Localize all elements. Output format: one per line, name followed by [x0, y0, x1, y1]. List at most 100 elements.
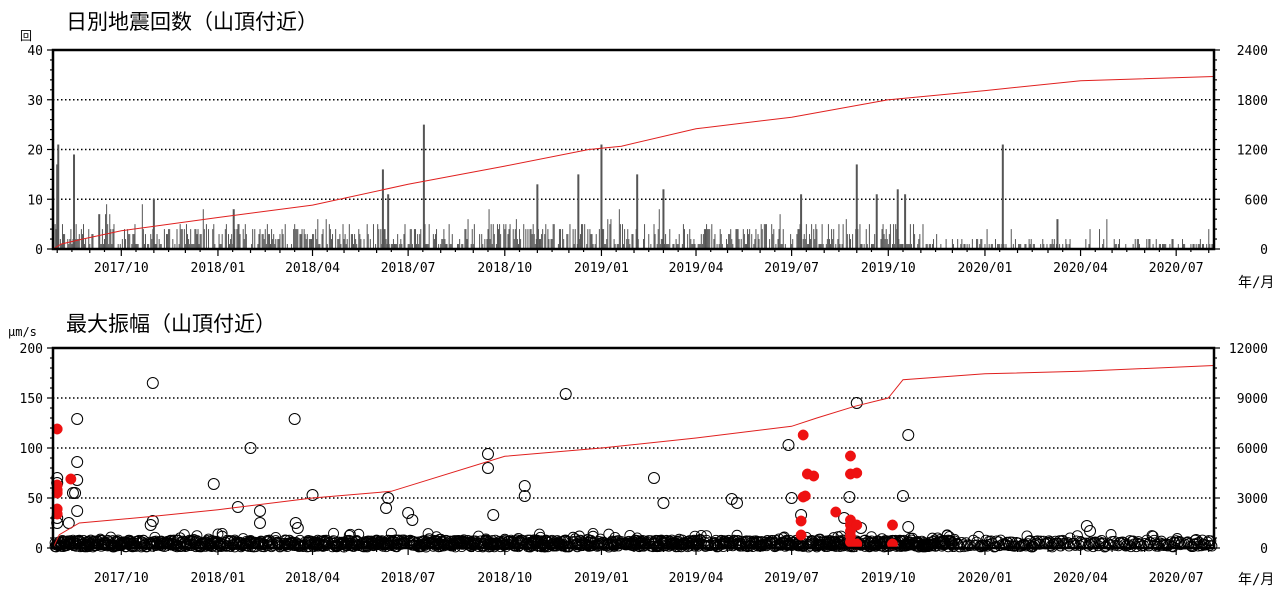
count-bar [284, 224, 286, 249]
y-tick-label: 150 [20, 392, 43, 407]
count-bar [229, 244, 231, 249]
count-bar [158, 239, 160, 249]
count-bar [399, 244, 401, 249]
count-bar-peak [896, 189, 899, 249]
count-bar [278, 239, 280, 249]
count-bar [997, 244, 999, 249]
count-bar-peak [636, 174, 639, 249]
count-bar [462, 244, 464, 249]
count-bar [185, 224, 187, 249]
count-bar [305, 239, 307, 249]
count-bar [591, 234, 593, 249]
count-bar [666, 244, 668, 249]
count-bar [133, 234, 135, 249]
count-bar [1138, 244, 1140, 249]
count-bar [727, 244, 729, 249]
count-bar [111, 244, 113, 249]
count-bar-peak [662, 189, 665, 249]
count-bar [82, 224, 84, 249]
count-bar [616, 244, 618, 249]
count-bar [700, 234, 702, 249]
count-bar [121, 239, 123, 249]
count-bar [964, 244, 966, 249]
count-bar [328, 224, 330, 249]
amplitude-point [146, 377, 159, 389]
count-bar [902, 244, 904, 249]
count-bar [227, 234, 229, 249]
count-bar [212, 229, 214, 249]
count-bar [232, 244, 234, 249]
count-bar [1066, 244, 1068, 249]
amplitude-point [316, 535, 328, 547]
count-bar [457, 244, 459, 249]
amplitude-points [49, 377, 1218, 553]
count-bar [914, 234, 916, 249]
y2-tick-label: 2400 [1237, 44, 1268, 59]
count-bar [984, 244, 986, 249]
count-bar [534, 244, 536, 249]
count-bar [754, 239, 756, 249]
count-bar [896, 229, 898, 249]
count-bar [530, 229, 532, 249]
count-bar [689, 229, 691, 249]
count-bar [558, 229, 560, 249]
count-bar [183, 229, 185, 249]
count-bar [535, 239, 537, 249]
y2-tick-label: 1200 [1237, 144, 1268, 159]
count-bar [857, 229, 859, 249]
amplitude-point-red [851, 519, 863, 531]
count-bar [184, 244, 186, 249]
count-bar [1125, 244, 1127, 249]
count-bar [159, 244, 161, 249]
count-bar [720, 234, 722, 249]
amplitude-point [207, 478, 220, 490]
amplitude-point-red [797, 429, 809, 441]
x-tick-label: 2018/04 [285, 571, 340, 586]
count-bar [552, 224, 554, 249]
amplitude-point [144, 519, 157, 531]
count-bar [281, 229, 283, 249]
y2-tick-label: 3000 [1237, 492, 1268, 507]
y2-tick-label: 12000 [1229, 342, 1268, 357]
count-bar [698, 244, 700, 249]
count-bar [135, 244, 137, 249]
amplitude-point [957, 539, 969, 551]
count-bar [415, 229, 417, 249]
count-bar [604, 244, 606, 249]
count-bar [188, 239, 190, 249]
count-bar [397, 234, 399, 249]
amplitude-point [1123, 539, 1135, 551]
count-bar [191, 244, 193, 249]
count-bar [999, 244, 1001, 249]
count-bar [881, 229, 883, 249]
y-axis-unit-amplitude: μm/s [8, 325, 37, 339]
count-bar-peak [875, 194, 878, 249]
count-bar [731, 239, 733, 249]
count-bar [626, 239, 628, 249]
x-tick-label: 2018/07 [381, 261, 436, 276]
count-bar-peak [800, 194, 803, 249]
count-bar [392, 239, 394, 249]
count-bar [263, 239, 265, 249]
count-bar [872, 244, 874, 249]
count-bar [445, 244, 447, 249]
count-bar [142, 229, 144, 249]
count-bar [960, 244, 962, 249]
count-bar [1162, 244, 1164, 249]
count-bar [998, 244, 1000, 249]
count-bar [270, 244, 272, 249]
count-bar [221, 234, 223, 249]
count-bar [60, 244, 62, 249]
count-bar [166, 234, 168, 249]
count-bar [155, 244, 157, 249]
amplitude-point [961, 540, 973, 552]
count-bar [363, 239, 365, 249]
count-bar [208, 229, 210, 249]
count-bar [187, 234, 189, 249]
count-bar [75, 224, 77, 249]
count-bar [355, 239, 357, 249]
count-bar [257, 244, 259, 249]
count-bar [979, 244, 981, 249]
count-bar [1165, 244, 1167, 249]
count-bar [132, 234, 134, 249]
